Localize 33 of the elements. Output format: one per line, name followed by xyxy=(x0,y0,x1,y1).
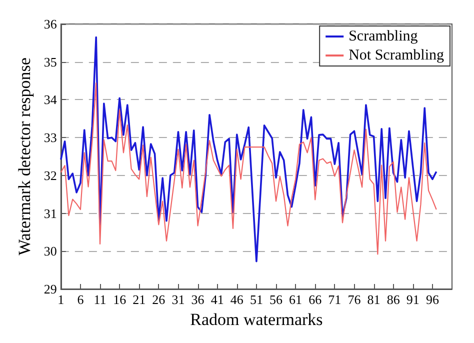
y-tick-label: 34 xyxy=(44,92,58,108)
x-tick-label: 56 xyxy=(270,292,284,307)
x-tick-label: 26 xyxy=(152,292,166,307)
line-series xyxy=(60,82,437,255)
legend-label: Not Scrambling xyxy=(348,48,444,64)
y-tick-label: 29 xyxy=(44,282,57,296)
x-tick-label: 86 xyxy=(386,292,400,307)
y-tick-label: 33 xyxy=(44,130,57,146)
y-tick-label: 35 xyxy=(44,54,57,70)
x-tick-label: 46 xyxy=(230,292,244,307)
x-tick-label: 81 xyxy=(367,292,380,307)
x-tick-label: 36 xyxy=(191,292,205,307)
x-tick-label: 71 xyxy=(328,292,342,307)
x-tick-label: 91 xyxy=(406,292,420,307)
y-tick-label: 36 xyxy=(44,16,58,32)
x-tick-label: 61 xyxy=(289,292,302,307)
legend-label: Scrambling xyxy=(348,28,418,44)
x-tick-label: 16 xyxy=(113,292,127,307)
x-tick-label: 21 xyxy=(132,292,146,307)
x-tick-label: 66 xyxy=(308,292,322,307)
y-tick-label: 30 xyxy=(44,244,57,259)
x-tick-label: 6 xyxy=(77,292,84,307)
x-axis-title: Radom watermarks xyxy=(190,310,323,329)
y-axis-title: Watermark detector response xyxy=(15,58,34,256)
x-tick-label: 31 xyxy=(172,292,185,307)
y-tick-label: 32 xyxy=(44,168,57,183)
x-tick-label: 41 xyxy=(210,292,224,307)
y-tick-label: 31 xyxy=(44,206,57,221)
x-tick-label: 1 xyxy=(58,292,64,307)
x-tick-label: 11 xyxy=(94,292,106,307)
x-tick-label: 76 xyxy=(348,292,362,307)
x-tick-label: 96 xyxy=(426,292,440,307)
x-tick-label: 51 xyxy=(250,292,263,307)
